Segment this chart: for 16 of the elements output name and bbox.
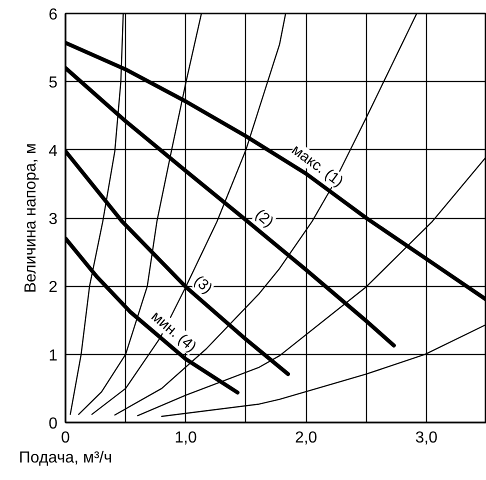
y-tick-label: 4: [48, 142, 58, 160]
x-tick-label: 3,0: [415, 430, 438, 446]
x-tick-label: 1,0: [174, 430, 198, 446]
y-axis-title: Величина напора, м: [22, 143, 40, 293]
y-tick-label: 6: [48, 6, 58, 24]
x-axis-title: Подача, м³/ч: [18, 450, 112, 466]
text: (3): [190, 272, 216, 298]
y-tick-label: 1: [48, 347, 58, 364]
y-tick-label: 0: [48, 416, 58, 432]
x-tick-label: 0: [61, 430, 70, 446]
text: мин. (4): [148, 308, 200, 356]
y-tick-label: 5: [48, 74, 58, 92]
y-tick-label: 2: [48, 279, 58, 296]
x-tick-label: 2,0: [294, 430, 318, 446]
text: (2): [252, 206, 277, 231]
y-tick-label: 3: [48, 211, 58, 228]
